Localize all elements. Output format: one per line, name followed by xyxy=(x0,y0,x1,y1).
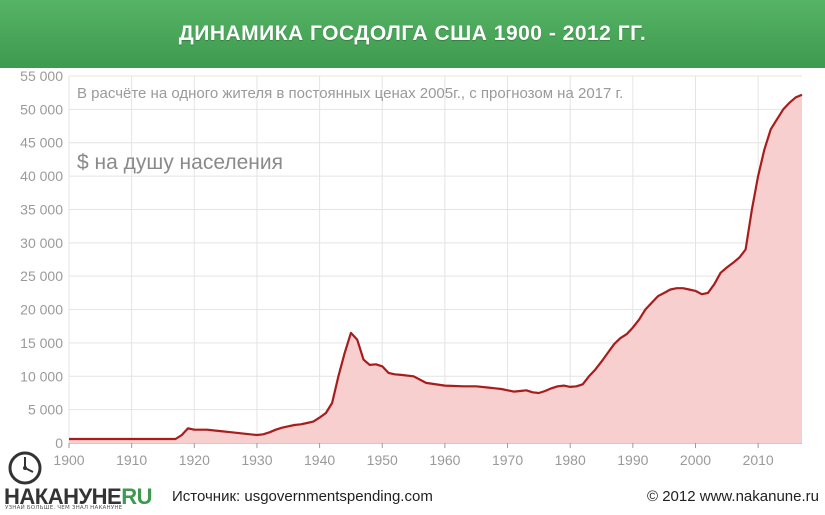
x-tick-label: 2010 xyxy=(743,452,774,468)
site-logo: НАКАНУНЕRU xyxy=(4,484,153,510)
x-tick-label: 1960 xyxy=(429,452,460,468)
y-tick-label: 10 000 xyxy=(20,368,63,384)
x-tick-label: 1930 xyxy=(241,452,272,468)
x-tick-label: 1900 xyxy=(53,452,84,468)
source-note: Источник: usgovernmentspending.com xyxy=(172,488,433,505)
y-tick-label: 40 000 xyxy=(20,168,63,184)
x-tick-label: 1910 xyxy=(116,452,147,468)
header-banner: ДИНАМИКА ГОСДОЛГА США 1900 - 2012 ГГ. xyxy=(0,0,825,68)
copyright-note: © 2012 www.nakanune.ru xyxy=(647,488,819,505)
y-tick-label: 15 000 xyxy=(20,335,63,351)
y-axis-label: $ на душу населения xyxy=(77,151,283,174)
logo-main: НАКАНУНЕ xyxy=(4,484,122,509)
chart-subtitle: В расчёте на одного жителя в постоянных … xyxy=(77,85,623,102)
page-title: ДИНАМИКА ГОСДОЛГА США 1900 - 2012 ГГ. xyxy=(178,22,647,45)
x-tick-label: 1940 xyxy=(304,452,335,468)
y-tick-label: 35 000 xyxy=(20,201,63,217)
y-tick-label: 20 000 xyxy=(20,302,63,318)
x-tick-label: 1980 xyxy=(555,452,586,468)
y-tick-label: 30 000 xyxy=(20,235,63,251)
y-tick-label: 45 000 xyxy=(20,135,63,151)
debt-chart: 0 5 000 10 000 15 000 20 000 25 000 30 000 35 0… xyxy=(20,68,803,468)
x-axis-ticks: 1900 1910 1920 1930 1940 1950 1960 1970 1980 1990… xyxy=(53,452,774,468)
y-tick-label: 5 000 xyxy=(28,402,63,418)
logo-tagline: УЗНАЙ БОЛЬШЕ. ЧЕМ ЗНАЛ НАКАНУНЕ xyxy=(5,505,123,511)
x-tick-label: 1990 xyxy=(617,452,648,468)
debt-series-line xyxy=(69,93,803,441)
y-tick-label: 50 000 xyxy=(20,101,63,117)
x-tick-label: 1920 xyxy=(179,452,210,468)
x-tick-label: 1970 xyxy=(492,452,523,468)
y-tick-label: 25 000 xyxy=(20,268,63,284)
logo-suffix: RU xyxy=(121,484,153,509)
y-axis-ticks: 0 5 000 10 000 15 000 20 000 25 000 30 000 35 0… xyxy=(20,68,63,451)
x-tick-label: 2000 xyxy=(680,452,711,468)
y-tick-label: 0 xyxy=(55,435,63,451)
x-tick-label: 1950 xyxy=(367,452,398,468)
y-tick-label: 55 000 xyxy=(20,68,63,84)
clock-logo-icon xyxy=(8,451,42,485)
debt-area-fill xyxy=(69,94,802,443)
